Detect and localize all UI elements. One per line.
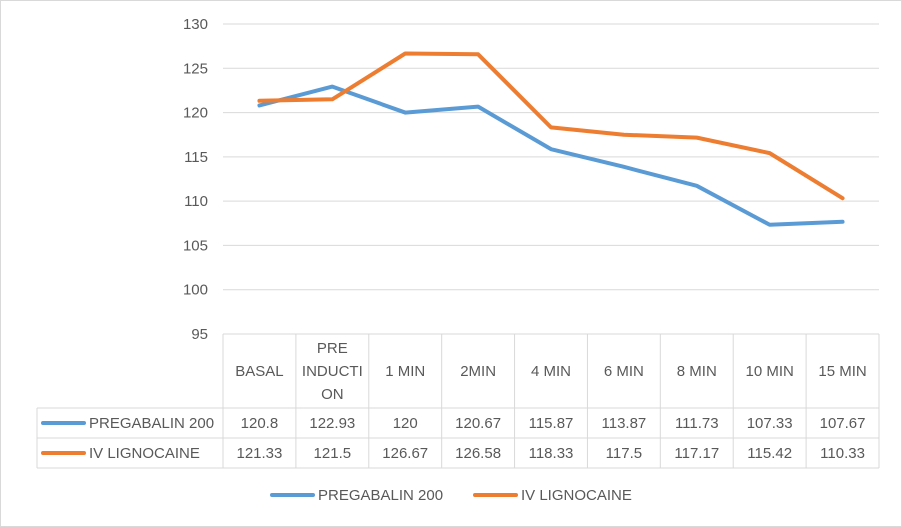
- x-category-label: 1 MIN: [385, 363, 425, 380]
- y-axis-tick-labels: 95 100 105 110 115 120 125 130: [183, 16, 208, 343]
- legend: PREGABALIN 200 IV LIGNOCAINE: [270, 487, 632, 504]
- x-category-label: 15 MIN: [818, 363, 866, 380]
- x-category-label: BASAL: [235, 363, 283, 380]
- table-cell-value: 120: [393, 415, 418, 432]
- y-tick-label: 130: [183, 16, 208, 33]
- table-cell-value: 121.33: [236, 445, 282, 462]
- y-tick-label: 100: [183, 282, 208, 299]
- legend-label: PREGABALIN 200: [318, 487, 443, 504]
- gridlines: [223, 23, 879, 291]
- x-category-label: 4 MIN: [531, 363, 571, 380]
- table-cell-value: 111.73: [675, 415, 719, 432]
- series-line: [257, 51, 845, 201]
- table-cell-value: 107.33: [747, 415, 793, 432]
- x-category-label: 8 MIN: [677, 363, 717, 380]
- legend-label: IV LIGNOCAINE: [521, 487, 632, 504]
- x-category-label: 6 MIN: [604, 363, 644, 380]
- y-tick-label: 125: [183, 60, 208, 77]
- table-cell-value: 126.58: [455, 445, 501, 462]
- table-cell-value: 113.87: [602, 415, 647, 432]
- x-category-label: 2MIN: [460, 363, 496, 380]
- table-cell-value: 122.93: [309, 415, 355, 432]
- table-cell-value: 120.67: [455, 415, 501, 432]
- data-table: BASAL PRE INDUCTI ON 1 MIN 2MIN 4 MIN 6 MIN 8 MI…: [36, 333, 880, 469]
- series-lines: [257, 51, 845, 227]
- y-tick-label: 120: [183, 105, 208, 122]
- table-cell-value: 107.67: [820, 415, 866, 432]
- y-tick-label: 105: [183, 237, 208, 254]
- table-series-name: PREGABALIN 200: [89, 415, 214, 432]
- y-tick-label: 95: [191, 326, 208, 343]
- table-cell-value: 110.33: [820, 445, 865, 462]
- x-category-label: PRE INDUCTI ON: [302, 340, 363, 403]
- x-category-label: 10 MIN: [745, 363, 793, 380]
- y-tick-label: 115: [184, 149, 208, 166]
- table-series-name: IV LIGNOCAINE: [89, 445, 200, 462]
- y-tick-label: 110: [184, 193, 208, 210]
- table-cell-value: 120.8: [241, 415, 279, 432]
- table-cell-value: 118.33: [529, 445, 574, 462]
- table-cell-value: 117.17: [674, 445, 719, 462]
- series-line: [257, 84, 845, 227]
- table-cell-value: 126.67: [382, 445, 428, 462]
- table-cell-value: 115.42: [747, 445, 792, 462]
- table-cell-value: 121.5: [314, 445, 352, 462]
- table-cell-value: 117.5: [606, 445, 642, 462]
- table-cell-value: 115.87: [529, 415, 574, 432]
